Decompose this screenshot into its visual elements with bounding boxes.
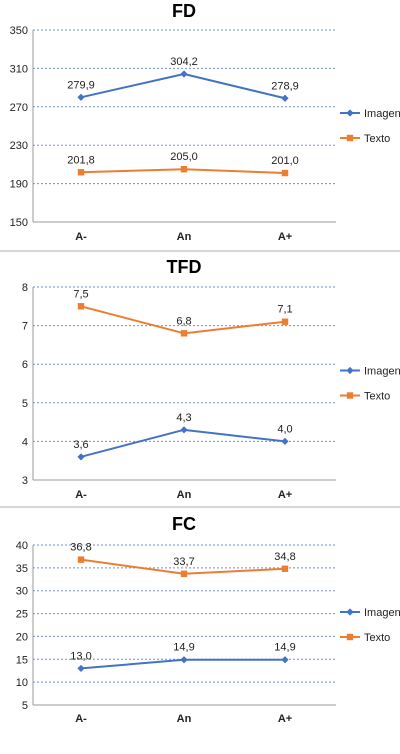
legend-label: Texto — [364, 391, 390, 403]
y-tick-label: 4 — [22, 436, 28, 448]
y-tick-label: 6 — [22, 359, 28, 371]
x-tick-label: A+ — [278, 713, 292, 725]
y-tick-label: 150 — [10, 217, 28, 229]
y-tick-label: 25 — [16, 609, 28, 621]
x-tick-label: A- — [75, 231, 87, 243]
y-tick-label: 40 — [16, 540, 28, 552]
chart-panel-fd: FD 150 190 230 270 310 350 A- An A+ 279,9 304,2 278,… — [10, 1, 400, 243]
data-point-texto — [180, 166, 188, 173]
data-label: 7,1 — [277, 304, 292, 316]
data-point-texto — [180, 330, 188, 337]
data-label: 201,0 — [271, 155, 299, 167]
data-point-imagen — [77, 93, 85, 101]
data-label: 278,9 — [271, 80, 299, 92]
x-tick-label: An — [177, 713, 192, 725]
x-tick-label: An — [177, 231, 192, 243]
data-point-texto — [281, 169, 289, 177]
data-label: 33,7 — [173, 556, 194, 568]
data-label: 201,8 — [67, 154, 95, 166]
legend-marker-imagen — [346, 608, 354, 616]
data-point-imagen — [281, 437, 289, 445]
data-point-imagen — [180, 70, 188, 78]
data-point-imagen — [77, 453, 85, 461]
y-tick-label: 310 — [10, 63, 28, 75]
data-label: 304,2 — [170, 56, 198, 68]
data-label: 205,0 — [170, 151, 198, 163]
data-point-texto — [77, 556, 85, 563]
data-point-texto — [77, 303, 85, 310]
data-point-imagen — [281, 656, 289, 664]
y-tick-label: 15 — [16, 654, 28, 666]
data-point-texto — [281, 565, 289, 572]
legend-label: Imagen — [364, 366, 400, 378]
data-label: 3,6 — [73, 439, 88, 451]
legend-marker-texto — [346, 633, 354, 641]
y-tick-label: 3 — [22, 475, 28, 487]
data-label: 4,3 — [176, 412, 191, 424]
data-label: 6,8 — [176, 315, 191, 327]
data-label: 13,0 — [70, 650, 91, 662]
chart-title: TFD — [167, 257, 202, 277]
legend-label: Texto — [364, 632, 390, 644]
x-tick-label: A- — [75, 489, 87, 501]
legend-marker-texto — [346, 134, 354, 142]
data-point-imagen — [180, 656, 188, 664]
y-tick-label: 5 — [22, 700, 28, 712]
y-tick-label: 190 — [10, 179, 28, 191]
data-label: 7,5 — [73, 288, 88, 300]
y-tick-label: 20 — [16, 631, 28, 643]
series-line-imagen — [80, 428, 286, 458]
series-line-imagen — [80, 72, 286, 100]
legend-label: Imagen — [364, 607, 400, 619]
data-label: 34,8 — [274, 551, 295, 563]
data-label: 36,8 — [70, 542, 91, 554]
chart-panel-tfd: TFD 3 4 5 6 7 8 A- An A+ 3,6 4,3 4,0 7,5 6,8 7,1 Imagen T… — [22, 257, 400, 501]
x-tick-label: A+ — [278, 489, 292, 501]
y-tick-label: 5 — [22, 398, 28, 410]
legend-label: Imagen — [364, 108, 400, 120]
data-label: 279,9 — [67, 79, 95, 91]
y-tick-label: 270 — [10, 102, 28, 114]
chart-panel-fc: FC 5 10 15 20 25 30 35 40 A- An A+ 13,0 14,9 14,9 36,8 3… — [16, 514, 400, 725]
y-tick-label: 35 — [16, 563, 28, 575]
legend-marker-imagen — [346, 109, 354, 117]
data-point-texto — [180, 570, 188, 577]
x-tick-label: A+ — [278, 231, 292, 243]
data-point-imagen — [281, 94, 289, 102]
x-tick-label: A- — [75, 713, 87, 725]
legend-marker-imagen — [346, 366, 354, 375]
data-point-imagen — [180, 426, 188, 434]
data-label: 4,0 — [277, 423, 292, 435]
x-tick-label: An — [177, 489, 192, 501]
chart-title: FC — [172, 514, 196, 534]
data-point-texto — [281, 318, 289, 325]
chart-title: FD — [172, 1, 196, 21]
data-label: 14,9 — [274, 642, 295, 654]
data-point-imagen — [77, 664, 85, 673]
legend-marker-texto — [346, 392, 354, 399]
y-tick-label: 10 — [16, 677, 28, 689]
y-tick-label: 8 — [22, 282, 28, 294]
legend-label: Texto — [364, 133, 390, 145]
y-tick-label: 7 — [22, 321, 28, 333]
data-point-texto — [77, 169, 85, 176]
y-tick-label: 350 — [10, 25, 28, 37]
y-tick-label: 230 — [10, 140, 28, 152]
y-tick-label: 30 — [16, 586, 28, 598]
data-label: 14,9 — [173, 642, 194, 654]
